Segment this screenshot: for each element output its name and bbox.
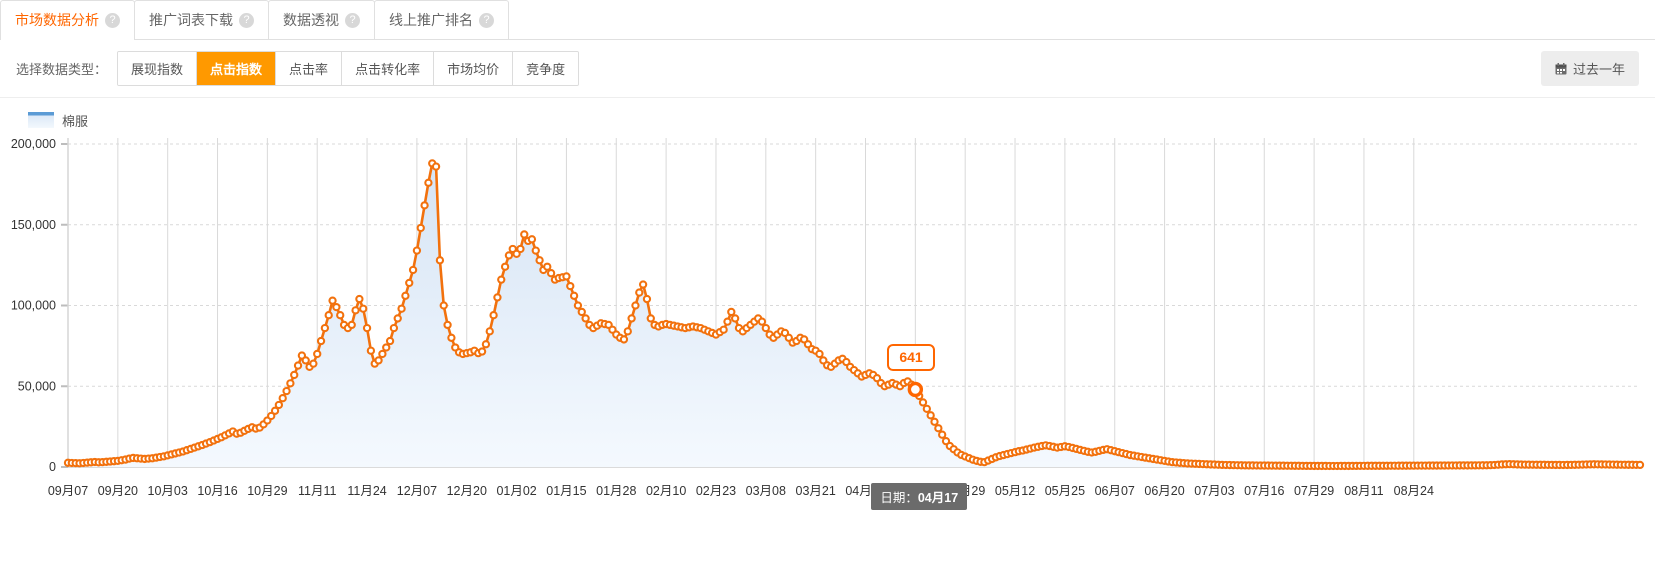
svg-text:0: 0 (49, 460, 56, 474)
tab-keyword-list-download[interactable]: 推广词表下载 ? (134, 0, 269, 39)
callout-value: 641 (899, 349, 923, 366)
svg-text:11月11: 11月11 (298, 484, 337, 498)
segment-click-rate[interactable]: 点击率 (276, 52, 343, 85)
tab-label: 数据透视 (283, 12, 339, 28)
svg-text:05月12: 05月12 (995, 484, 1035, 498)
svg-text:02月10: 02月10 (646, 484, 686, 498)
tab-online-promotion-ranking[interactable]: 线上推广排名 ? (374, 0, 509, 39)
chart-area: 0 50,000 100,000 150,000 200,000 09月07 09月20 10… (0, 132, 1655, 587)
svg-text:09月07: 09月07 (48, 484, 88, 498)
segment-competition-degree[interactable]: 竞争度 (513, 52, 579, 85)
svg-text:11月24: 11月24 (347, 484, 386, 498)
svg-text:07月16: 07月16 (1244, 484, 1284, 498)
svg-text:12月20: 12月20 (447, 484, 487, 498)
tab-label: 线上推广排名 (389, 12, 473, 28)
svg-text:03月21: 03月21 (796, 484, 836, 498)
svg-text:05月25: 05月25 (1045, 484, 1085, 498)
svg-text:08月24: 08月24 (1394, 484, 1434, 498)
svg-text:150,000: 150,000 (11, 218, 56, 232)
tab-data-pivot[interactable]: 数据透视 ? (268, 0, 375, 39)
svg-text:09月20: 09月20 (98, 484, 138, 498)
svg-text:06月20: 06月20 (1144, 484, 1184, 498)
click-index-line-chart[interactable]: 0 50,000 100,000 150,000 200,000 09月07 09月20 10… (0, 132, 1655, 532)
svg-text:10月03: 10月03 (148, 484, 188, 498)
date-range-label: 过去一年 (1572, 62, 1625, 77)
axis-tooltip-value: 04月17 (917, 491, 959, 505)
svg-text:07月03: 07月03 (1194, 484, 1234, 498)
svg-text:10月16: 10月16 (197, 484, 237, 498)
data-type-segmented-control: 展现指数 点击指数 点击率 点击转化率 市场均价 竞争度 (117, 51, 580, 86)
svg-text:01月02: 01月02 (496, 484, 536, 498)
svg-text:07月29: 07月29 (1294, 484, 1334, 498)
segment-impression-index[interactable]: 展现指数 (118, 52, 198, 85)
svg-text:01月15: 01月15 (546, 484, 586, 498)
svg-text:08月11: 08月11 (1344, 484, 1383, 498)
legend-label: 棉服 (62, 113, 89, 129)
help-icon[interactable]: ? (479, 12, 494, 28)
segment-market-average-price[interactable]: 市场均价 (434, 52, 514, 85)
data-type-label: 选择数据类型： (16, 62, 108, 77)
help-icon[interactable]: ? (239, 12, 254, 28)
svg-text:100,000: 100,000 (11, 299, 56, 313)
svg-text:12月07: 12月07 (397, 484, 437, 498)
axis-date-tooltip: 日期：04月17 (871, 483, 968, 510)
segment-click-conversion-rate[interactable]: 点击转化率 (342, 52, 435, 85)
svg-text:200,000: 200,000 (11, 137, 56, 151)
svg-text:50,000: 50,000 (18, 379, 56, 393)
point-value-callout: 641 (887, 344, 935, 371)
tab-label: 推广词表下载 (149, 12, 233, 28)
tab-market-data-analysis[interactable]: 市场数据分析 ? (0, 0, 135, 40)
tab-label: 市场数据分析 (15, 12, 99, 28)
svg-text:02月23: 02月23 (696, 484, 736, 498)
controls-row: 选择数据类型： 展现指数 点击指数 点击率 点击转化率 市场均价 竞争度 过去一… (0, 40, 1655, 98)
svg-text:01月28: 01月28 (596, 484, 636, 498)
calendar-icon (1555, 62, 1567, 75)
date-range-button[interactable]: 过去一年 (1540, 51, 1639, 86)
chart-legend: 棉服 (0, 98, 1655, 132)
segment-click-index[interactable]: 点击指数 (197, 52, 277, 85)
svg-text:06月07: 06月07 (1095, 484, 1135, 498)
tab-bar: 市场数据分析 ? 推广词表下载 ? 数据透视 ? 线上推广排名 ? (0, 0, 1655, 40)
svg-text:10月29: 10月29 (247, 484, 287, 498)
help-icon[interactable]: ? (105, 12, 120, 28)
axis-tooltip-prefix: 日期： (880, 491, 918, 505)
help-icon[interactable]: ? (345, 12, 360, 28)
svg-text:03月08: 03月08 (746, 484, 786, 498)
legend-swatch[interactable] (28, 112, 54, 128)
